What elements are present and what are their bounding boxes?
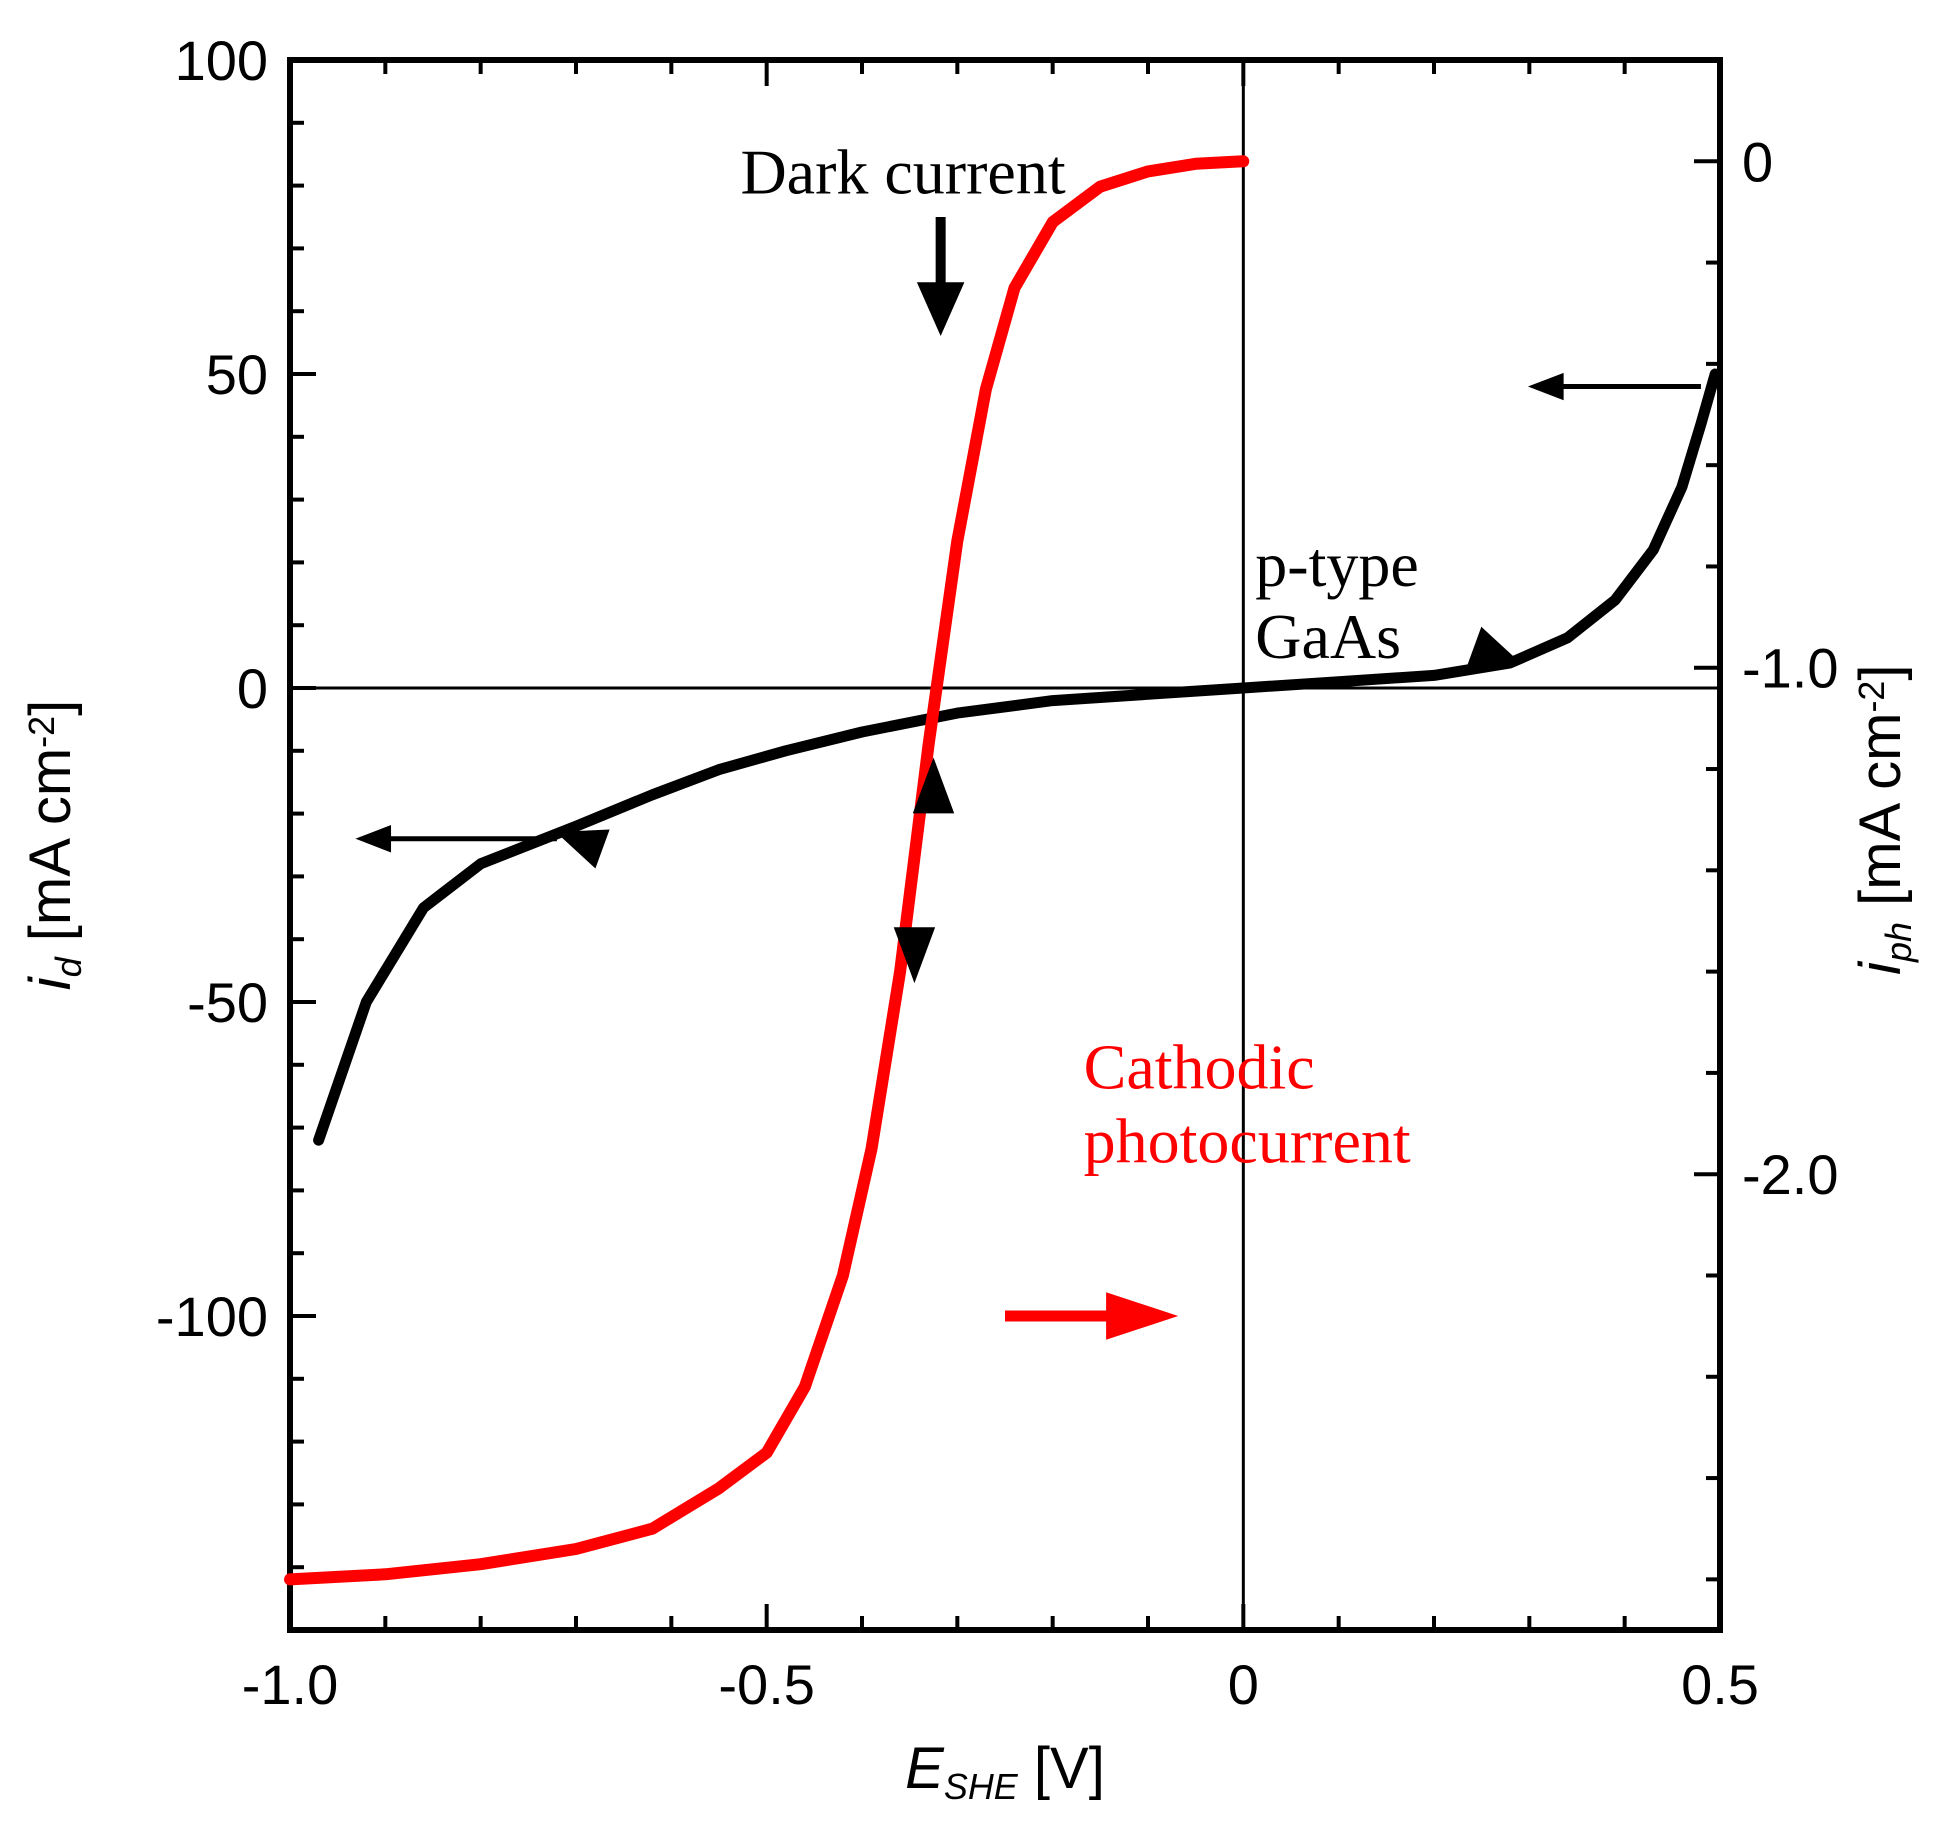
dark-current-label: Dark current xyxy=(740,136,1065,207)
dark-scan-arrow-2 xyxy=(1468,628,1520,666)
axis-indicator-left-head xyxy=(357,826,391,852)
yl-axis-label: id [mA cm-2] xyxy=(18,700,89,990)
cathodic-label-2: photocurrent xyxy=(1084,1105,1411,1176)
x-tick-label: 0.5 xyxy=(1681,1653,1759,1716)
cathodic-arrow-head xyxy=(1107,1293,1177,1339)
yl-tick-label: 50 xyxy=(206,343,268,406)
axis-indicator-right-head xyxy=(1529,374,1563,400)
yr-axis-label: iph [mA cm-2] xyxy=(1848,664,1919,974)
yr-tick-label: 0 xyxy=(1742,130,1773,193)
x-tick-label: -0.5 xyxy=(718,1653,815,1716)
dark-arrow-head xyxy=(918,283,964,335)
yl-tick-label: 0 xyxy=(237,657,268,720)
yr-tick-label: -1.0 xyxy=(1742,637,1839,700)
ptype-label-1: p-type xyxy=(1255,529,1419,600)
yr-tick-label: -2.0 xyxy=(1742,1143,1839,1206)
x-axis-label: ESHE [V] xyxy=(905,1736,1105,1807)
x-tick-label: -1.0 xyxy=(242,1653,339,1716)
x-tick-label: 0 xyxy=(1228,1653,1259,1716)
yl-tick-label: -100 xyxy=(156,1285,268,1348)
chart-svg: -1.0 -0.5 0 0.5 ESHE [V] -100 -50 0 50 100 id [mA … xyxy=(0,0,1950,1830)
yl-tick-label: -50 xyxy=(187,971,268,1034)
dark-scan-arrow-1 xyxy=(557,830,609,868)
cathodic-label-1: Cathodic xyxy=(1084,1031,1315,1102)
ptype-label-2: GaAs xyxy=(1255,601,1401,672)
dark-current-curve xyxy=(319,374,1716,1140)
photocurrent-curve xyxy=(290,161,1243,1579)
plot-frame xyxy=(290,60,1720,1630)
yl-tick-label: 100 xyxy=(175,29,268,92)
chart-root: -1.0 -0.5 0 0.5 ESHE [V] -100 -50 0 50 100 id [mA … xyxy=(0,0,1950,1830)
